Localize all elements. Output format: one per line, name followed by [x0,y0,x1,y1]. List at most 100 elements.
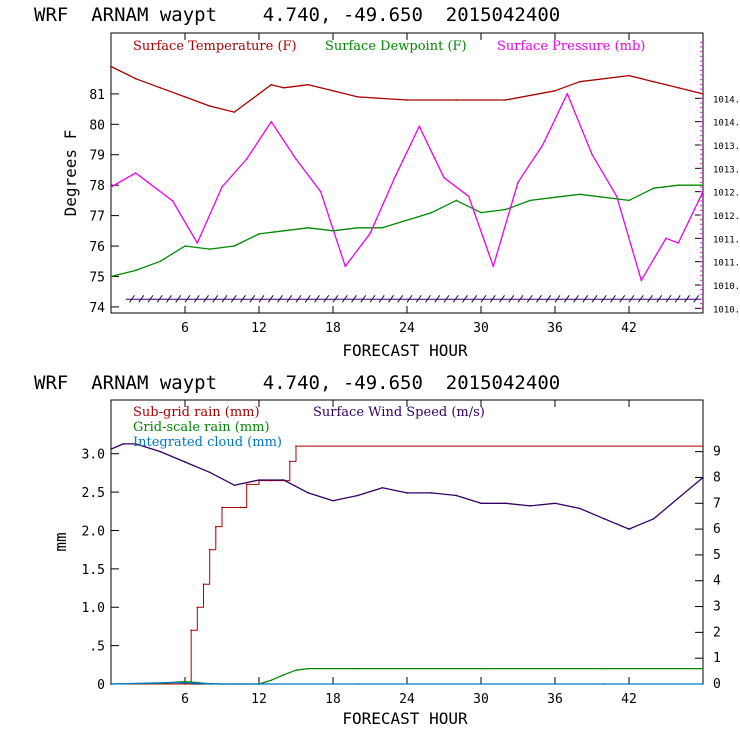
y-tick-label: .5 [89,640,105,655]
x-tick-label: 6 [181,692,189,707]
surface-wind-speed-m-s-point [208,471,211,474]
wind-barb [184,295,191,303]
y-tick-label: 74 [89,301,105,316]
surface-wind-speed-m-s-point [356,494,359,497]
surface-temperature-f-point [282,86,285,89]
legend-surface-dewpoint: Surface Dewpoint (F) [325,39,467,54]
surface-pressure-mb-point [245,158,248,160]
wind-barb [637,295,644,303]
wind-barb [388,295,394,303]
wind-barb [249,295,256,303]
wind-barb [563,295,570,303]
surface-temperature-f-point [307,83,310,86]
wind-barb [193,295,200,303]
y-tick-label: 2.5 [82,486,105,501]
sub-grid-rain-mm-point [295,445,297,447]
y2-tick-label: 1011.5 [713,235,740,245]
legend-grid-scale-rain: Grid-scale rain (mm) [133,420,270,435]
wind-barb [156,295,163,303]
surface-wind-speed-m-s-point [529,505,532,507]
y-tick-label: 81 [89,88,105,103]
surface-pressure-mb-point [443,176,445,179]
surface-dewpoint-f-point [578,193,581,196]
x-tick-label: 36 [547,321,563,336]
wind-barb [536,295,542,303]
temperature-panel: WRF ARNAM waypt 4.740, -49.650 201504240… [34,4,740,360]
surface-pressure-mb-point [665,237,667,240]
surface-dewpoint-f-point [652,187,655,190]
surface-temperature-f-point [258,93,260,95]
sub-grid-rain-mm-point [215,525,217,528]
surface-pressure-mb-point [110,186,112,188]
integrated-cloud-mm-point [171,681,174,684]
sub-grid-rain-mm-point [245,483,248,486]
grid-scale-rain-mm-point [603,667,606,670]
wind-barb [471,295,478,303]
surface-temperature-f-point [233,111,236,113]
top-x-axis-label: FORECAST HOUR [342,341,468,360]
surface-wind-speed-m-s-point [332,499,334,502]
grid-scale-rain-mm-point [270,679,273,681]
sub-grid-rain-mm-point [184,683,186,685]
wind-barb [526,295,533,303]
grid-scale-rain-mm-point [184,680,186,683]
wind-barb [267,295,274,303]
y2-tick-label: 3 [713,600,721,615]
surface-temperature-f-point [332,90,334,92]
grid-scale-rain-mm-point [356,667,359,670]
surface-temperature-f-point [110,65,112,68]
surface-pressure-mb-point [591,153,593,156]
y2-tick-label: 6 [713,522,721,537]
y2-tick-label: 1011.0 [713,259,740,269]
surface-wind-speed-m-s-point [554,502,556,505]
surface-dewpoint-f-line [110,184,703,278]
surface-temperature-f-point [356,96,359,98]
y2-tick-label: 1010.5 [713,282,740,292]
wind-barb [684,295,690,303]
grid-scale-rain-mm-point [702,667,704,670]
y2-tick-label: 8 [713,470,721,485]
wind-barb [351,295,357,303]
surface-dewpoint-f-point [480,211,482,214]
surface-pressure-mb-point [295,158,297,160]
surface-pressure-mb-point [467,195,470,198]
x-tick-label: 30 [473,321,489,336]
legend-surface-wind-speed: Surface Wind Speed (m/s) [313,405,485,420]
sub-grid-rain-mm-point [208,548,211,551]
surface-pressure-mb-point [221,186,223,188]
wind-barb [415,295,422,303]
surface-temperature-f-point [455,99,458,101]
y-tick-label: 80 [89,118,105,133]
grid-scale-rain-mm-point [295,669,297,671]
surface-wind-speed-m-s-point [122,443,125,445]
surface-temperature-f-point [677,86,680,89]
surface-temperature-f-point [504,99,507,101]
surface-dewpoint-f-point [233,245,236,247]
wind-barb [304,295,311,303]
surface-wind-speed-m-s-point [480,502,482,505]
sub-grid-rain-mm-line [111,445,703,685]
surface-wind-speed-m-s-point [406,492,408,494]
legend-surface-pressure: Surface Pressure (mb) [497,39,645,54]
wind-barb [508,295,515,303]
y2-tick-label: 5 [713,548,721,563]
y2-tick-label: 1013.5 [713,142,740,152]
y-tick-label: 1.0 [82,601,105,616]
surface-temperature-f-point [578,80,581,83]
wind-barb [674,295,681,303]
surface-dewpoint-f-point [677,184,680,186]
surface-dewpoint-f-point [110,275,112,278]
integrated-cloud-mm-point [603,683,606,685]
surface-pressure-mb-point [369,232,371,235]
surface-temperature-f-point [702,93,704,95]
top-series-lines [110,65,704,282]
wind-barb [166,295,172,303]
wind-barb [406,295,413,303]
surface-wind-speed-m-s-point [258,479,260,481]
y2-tick-label: 1 [713,651,721,666]
surface-wind-speed-m-s-line [110,443,704,530]
wind-barb [175,295,182,303]
wind-barb [480,295,487,303]
y2-tick-label: 1014.5 [713,95,740,105]
wind-barb [610,295,616,303]
